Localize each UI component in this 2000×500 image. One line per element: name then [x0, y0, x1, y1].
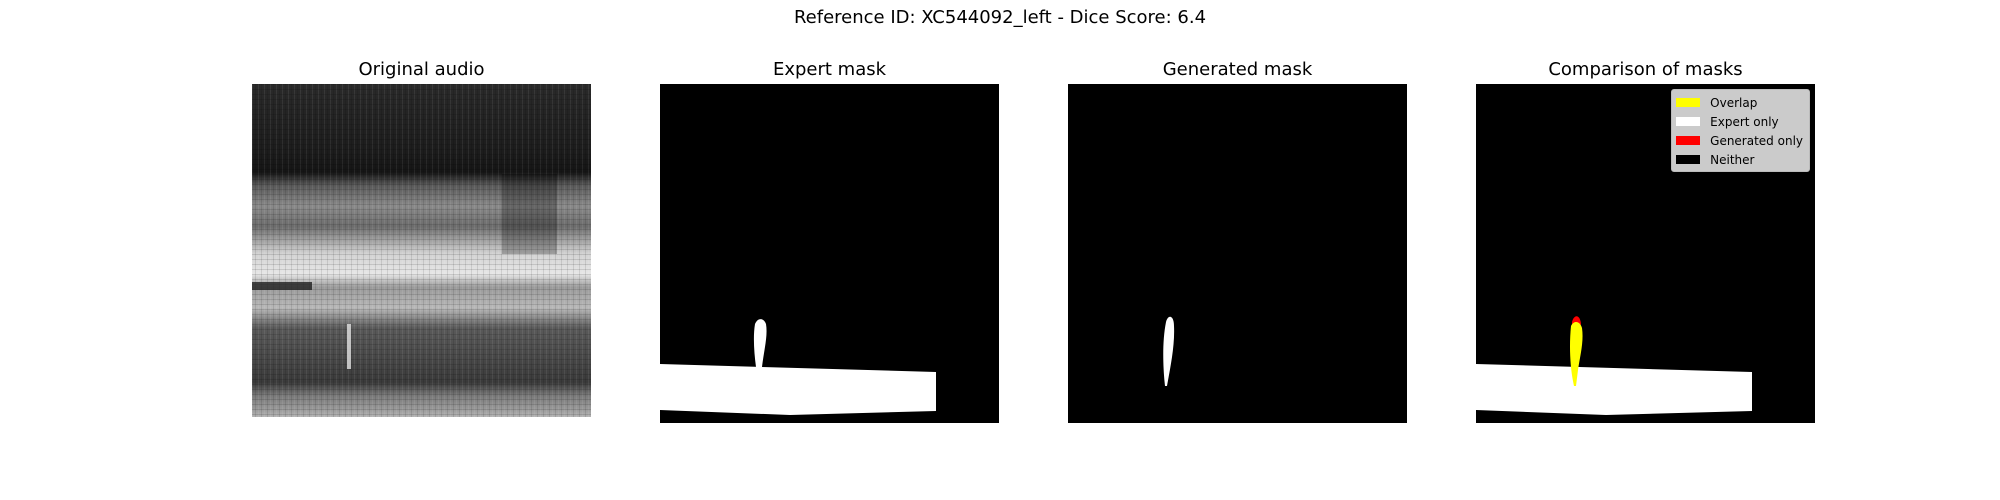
expert-band-region [660, 364, 936, 415]
figure-title: Reference ID: XC544092_left - Dice Score… [793, 7, 1207, 28]
legend-label-overlap: Overlap [1710, 95, 1758, 110]
panel-title-original-audio: Original audio [358, 59, 485, 80]
panel-title-expert-mask: Expert mask [772, 59, 887, 80]
legend-label-generated-only: Generated only [1710, 133, 1803, 148]
panel-title-generated-mask: Generated mask [1162, 59, 1313, 80]
legend-swatch-generated-only [1676, 136, 1701, 145]
legend-item-overlap: Overlap [1676, 93, 1803, 112]
spectrogram-image [252, 84, 591, 423]
expert-mask-image [660, 84, 999, 423]
legend-label-expert-only: Expert only [1710, 114, 1779, 129]
legend-swatch-overlap [1676, 98, 1701, 107]
legend-item-neither: Neither [1676, 150, 1803, 169]
panel-title-comparison: Comparison of masks [1548, 59, 1743, 80]
legend-label-neither: Neither [1710, 152, 1755, 167]
expert-mask-graphic [660, 319, 936, 415]
legend-swatch-expert-only [1676, 117, 1701, 126]
legend-item-expert-only: Expert only [1676, 112, 1803, 131]
comparison-graphic [1476, 316, 1752, 415]
generated-mask-image [1068, 84, 1407, 423]
comparison-overlap-region [1570, 322, 1583, 386]
comparison-expert-band [1476, 364, 1752, 415]
legend-swatch-neither [1676, 155, 1701, 164]
expert-call-blob [753, 319, 767, 367]
generated-mask-graphic [1163, 316, 1175, 386]
legend: Overlap Expert only Generated only Neith… [1671, 89, 1810, 172]
generated-call-blob [1163, 316, 1175, 386]
spectrogram-graphic [252, 84, 591, 423]
legend-item-generated-only: Generated only [1676, 131, 1803, 150]
comparison-image: Overlap Expert only Generated only Neith… [1476, 84, 1815, 423]
